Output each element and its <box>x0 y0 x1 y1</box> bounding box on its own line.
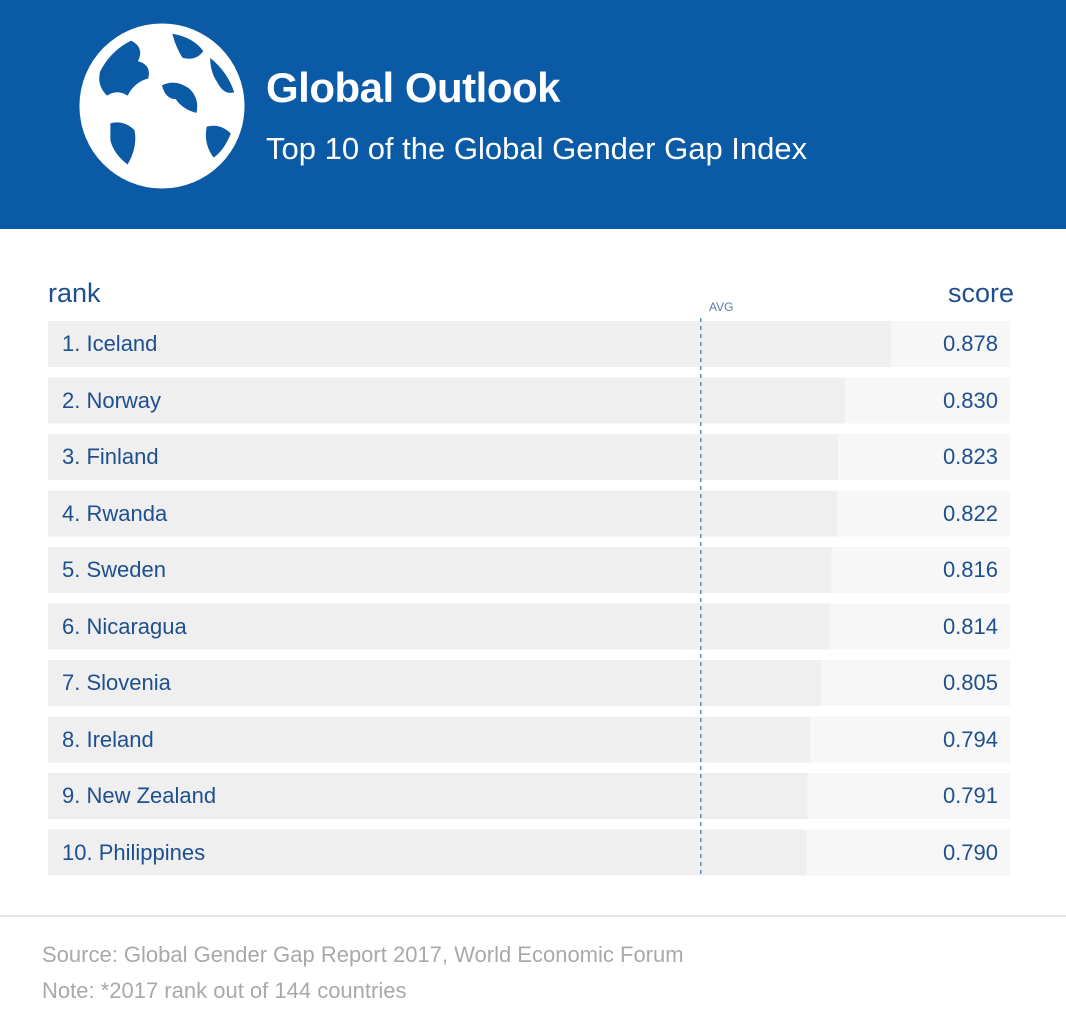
bar <box>48 829 807 876</box>
note-text: Note: *2017 rank out of 144 countries <box>42 978 407 1003</box>
value-label: 0.790 <box>942 839 998 865</box>
bar <box>48 716 811 763</box>
header-banner: Global Outlook Top 10 of the Global Gend… <box>0 0 1066 229</box>
category-label: 7. Slovenia <box>62 670 171 695</box>
category-label: 2. Norway <box>62 387 162 413</box>
source-text: Source: Global Gender Gap Report 2017, W… <box>42 942 684 967</box>
value-label: 0.794 <box>942 726 998 752</box>
value-label: 0.814 <box>942 613 998 639</box>
value-label: 0.830 <box>942 387 998 413</box>
category-label: 5. Sweden <box>62 557 166 582</box>
bar <box>48 660 821 706</box>
value-label: 0.822 <box>942 500 998 526</box>
rank-column-header: rank <box>48 278 101 308</box>
value-label: 0.878 <box>942 331 998 356</box>
bar <box>48 773 808 819</box>
page-subtitle: Top 10 of the Global Gender Gap Index <box>266 131 808 166</box>
bar <box>48 490 838 537</box>
bar <box>48 321 891 367</box>
value-label: 0.791 <box>942 783 998 808</box>
category-label: 1. Iceland <box>62 331 158 356</box>
value-label: 0.816 <box>942 557 998 582</box>
value-label: 0.823 <box>942 444 998 469</box>
category-label: 6. Nicaragua <box>62 613 187 639</box>
bar <box>48 603 830 650</box>
bar <box>48 377 845 424</box>
globe-icon <box>79 23 245 189</box>
avg-reference-label: AVG <box>709 300 734 314</box>
category-label: 9. New Zealand <box>62 783 217 808</box>
category-label: 10. Philippines <box>62 839 206 865</box>
category-label: 3. Finland <box>62 444 159 469</box>
category-label: 8. Ireland <box>62 726 154 752</box>
score-column-header: score <box>947 278 1014 308</box>
value-label: 0.805 <box>942 670 998 695</box>
category-label: 4. Rwanda <box>62 500 168 526</box>
footer-divider <box>0 915 1066 917</box>
bar <box>48 434 839 480</box>
page-title: Global Outlook <box>266 64 561 111</box>
